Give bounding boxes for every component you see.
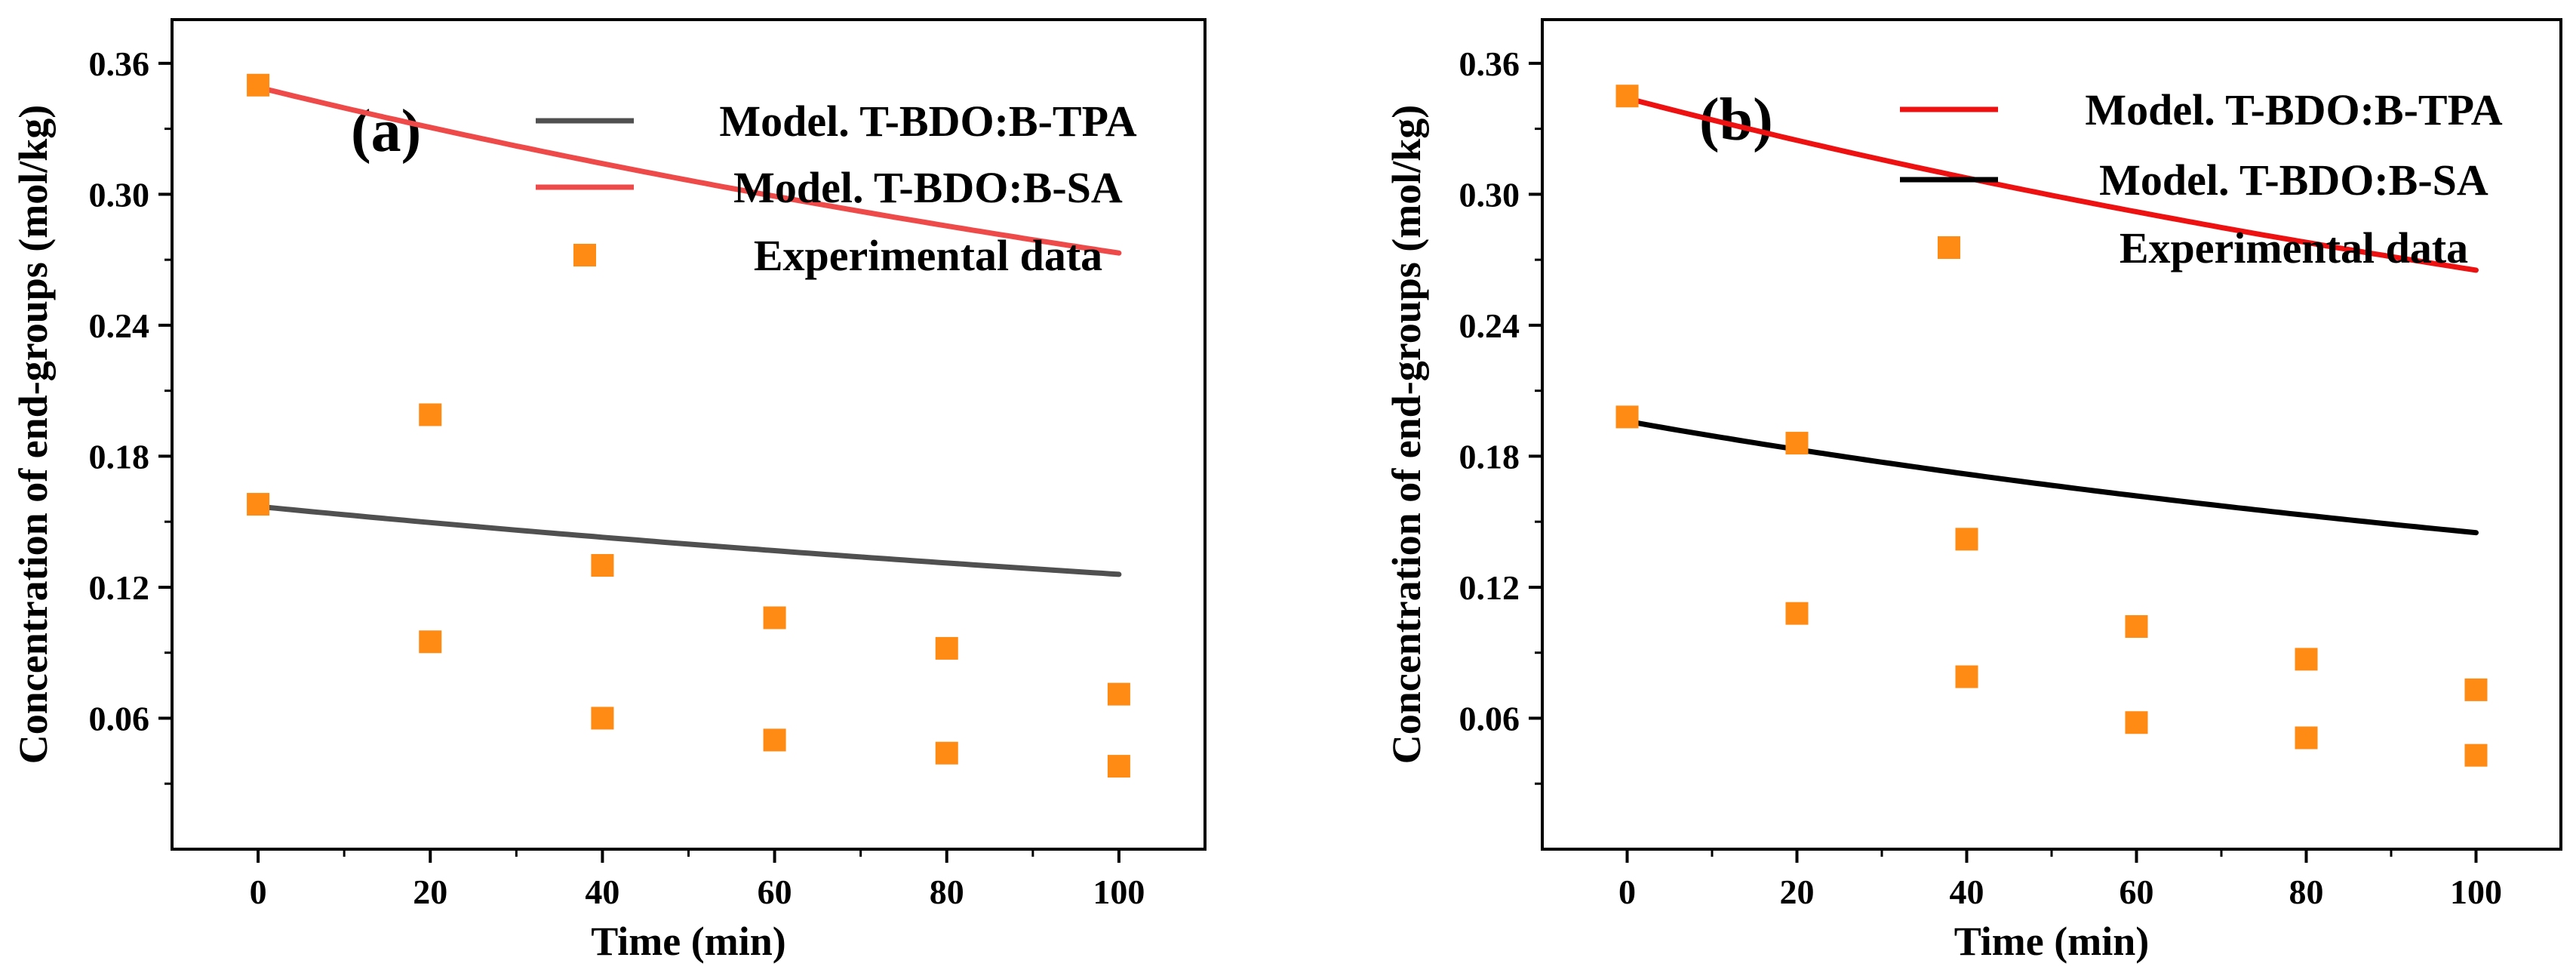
x-tick-label: 100 bbox=[1093, 873, 1145, 911]
experimental-point bbox=[763, 606, 786, 630]
y-tick-label: 0.12 bbox=[1459, 568, 1520, 607]
experimental-point bbox=[2464, 678, 2488, 701]
experimental-point bbox=[1107, 755, 1130, 778]
experimental-point bbox=[591, 707, 614, 730]
experimental-point bbox=[419, 403, 442, 426]
model-curve bbox=[1625, 95, 2479, 273]
experimental-point bbox=[2464, 743, 2488, 767]
model-curve bbox=[255, 503, 1122, 577]
experimental-point bbox=[247, 73, 270, 97]
experimental-point bbox=[935, 636, 958, 660]
x-tick-label: 80 bbox=[930, 873, 964, 911]
experimental-point bbox=[2125, 711, 2148, 734]
y-tick-label: 0.06 bbox=[89, 699, 150, 737]
experimental-point bbox=[1955, 665, 1978, 688]
experimental-point bbox=[2125, 615, 2148, 639]
chart-panel-1: 0 20 40 60 80 100 0.06 0.12 0.18 0.24 0.30 0.36 Time… bbox=[11, 18, 1207, 964]
experimental-point bbox=[2295, 648, 2318, 671]
experimental-point bbox=[591, 554, 614, 577]
x-axis-title: Time (min) bbox=[591, 919, 785, 964]
experimental-point bbox=[1615, 85, 1639, 108]
x-tick-label: 60 bbox=[2120, 873, 2154, 911]
legend-label: Experimental data bbox=[2120, 223, 2468, 272]
experimental-point bbox=[1785, 602, 1809, 625]
experimental-point bbox=[1955, 528, 1978, 551]
y-tick-label: 0.24 bbox=[1459, 306, 1520, 345]
legend-label: Model. T-BDO:B-TPA bbox=[719, 97, 1136, 146]
x-tick-label: 40 bbox=[585, 873, 619, 911]
chart-panel-2: 0 20 40 60 80 100 0.06 0.12 0.18 0.24 0.30 0.36 Time… bbox=[1384, 18, 2562, 964]
experimental-point bbox=[1615, 405, 1639, 429]
x-tick-label: 20 bbox=[413, 873, 447, 911]
x-axis-title: Time (min) bbox=[1954, 919, 2149, 964]
x-tick-label: 0 bbox=[1618, 873, 1636, 911]
x-tick-label: 80 bbox=[2289, 873, 2324, 911]
y-tick-label: 0.36 bbox=[89, 45, 150, 83]
x-tick-label: 100 bbox=[2450, 873, 2502, 911]
y-tick-label: 0.12 bbox=[89, 568, 150, 607]
x-tick-label: 40 bbox=[1950, 873, 1984, 911]
x-tick-label: 0 bbox=[250, 873, 267, 911]
experimental-point bbox=[2295, 726, 2318, 750]
experimental-point bbox=[1107, 682, 1130, 706]
legend-marker-swatch bbox=[573, 244, 596, 266]
legend-label: Experimental data bbox=[754, 231, 1102, 280]
experimental-point bbox=[763, 728, 786, 752]
y-tick-label: 0.30 bbox=[89, 175, 150, 214]
y-tick-label: 0.36 bbox=[1459, 45, 1520, 83]
experimental-point bbox=[247, 493, 270, 516]
legend-label: Model. T-BDO:B-TPA bbox=[2085, 85, 2502, 134]
x-tick-label: 20 bbox=[1780, 873, 1815, 911]
y-axis-title: Concentration of end-groups (mol/kg) bbox=[1384, 105, 1429, 765]
legend-label: Model. T-BDO:B-SA bbox=[2099, 155, 2488, 205]
y-tick-label: 0.24 bbox=[89, 306, 150, 345]
x-tick-label: 60 bbox=[758, 873, 792, 911]
panel-label: (a) bbox=[351, 98, 421, 165]
legend-marker-swatch bbox=[1938, 236, 1960, 259]
model-curve bbox=[1625, 418, 2479, 536]
legend-label: Model. T-BDO:B-SA bbox=[733, 163, 1123, 212]
y-tick-label: 0.30 bbox=[1459, 175, 1520, 214]
experimental-point bbox=[935, 741, 958, 765]
experimental-point bbox=[419, 630, 442, 654]
model-curve bbox=[255, 85, 1122, 256]
y-axis-title: Concentration of end-groups (mol/kg) bbox=[11, 105, 56, 765]
y-tick-label: 0.18 bbox=[1459, 437, 1520, 476]
experimental-point bbox=[1785, 432, 1809, 455]
y-tick-label: 0.06 bbox=[1459, 699, 1520, 737]
y-tick-label: 0.18 bbox=[89, 437, 150, 476]
